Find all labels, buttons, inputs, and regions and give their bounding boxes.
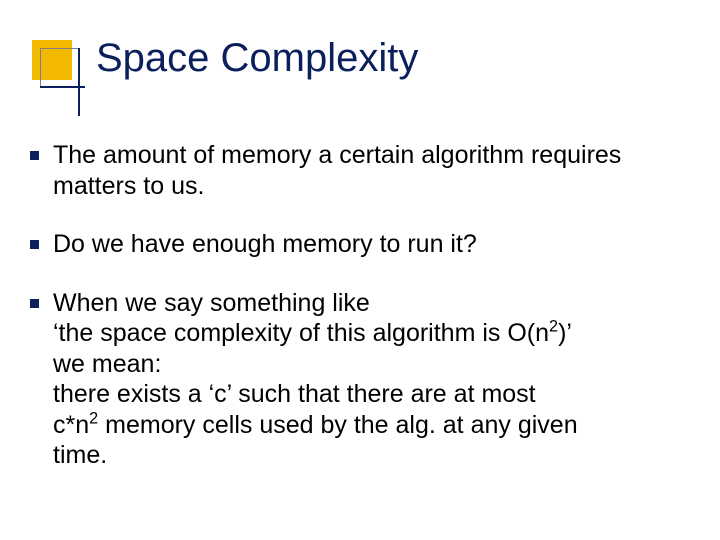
list-item: The amount of memory a certain algorithm… — [30, 140, 690, 201]
list-item: When we say something like ‘the space co… — [30, 288, 690, 471]
bullet-text: When we say something like ‘the space co… — [53, 288, 690, 471]
text-line: time. — [53, 441, 107, 469]
outline-square — [40, 48, 80, 88]
bullet-text: Do we have enough memory to run it? — [53, 229, 690, 260]
text-line: memory cells used by the alg. at any giv… — [98, 411, 577, 439]
slide-title: Space Complexity — [96, 36, 418, 81]
slide-body: The amount of memory a certain algorithm… — [30, 140, 690, 499]
text-line: ‘the space complexity of this algorithm … — [53, 319, 549, 347]
slide: Space Complexity The amount of memory a … — [0, 0, 720, 540]
text-line: there exists a ‘c’ such that there are a… — [53, 380, 536, 408]
superscript: 2 — [89, 409, 98, 427]
text-line: we mean: — [53, 350, 161, 378]
superscript: 2 — [549, 318, 558, 336]
text-line: When we say something like — [53, 289, 370, 317]
text-line: c*n — [53, 411, 89, 439]
title-decoration — [32, 40, 80, 115]
bullet-icon — [30, 240, 39, 249]
bullet-text: The amount of memory a certain algorithm… — [53, 140, 690, 201]
vertical-rule — [78, 48, 80, 116]
bullet-icon — [30, 151, 39, 160]
bullet-icon — [30, 299, 39, 308]
text-line: )’ — [558, 319, 572, 347]
list-item: Do we have enough memory to run it? — [30, 229, 690, 260]
